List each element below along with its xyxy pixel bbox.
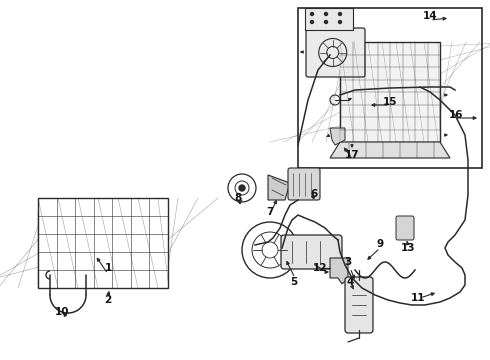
Text: 15: 15 [383,97,397,107]
Polygon shape [268,175,290,200]
Circle shape [339,13,342,15]
Circle shape [311,21,314,23]
Text: 1: 1 [104,263,112,273]
Text: 14: 14 [423,11,437,21]
Text: 6: 6 [310,189,318,199]
Text: 12: 12 [313,263,327,273]
Text: 11: 11 [411,293,425,303]
Polygon shape [330,142,450,158]
Text: 4: 4 [346,277,354,287]
Polygon shape [330,258,348,284]
Text: 17: 17 [344,150,359,160]
Polygon shape [330,128,345,145]
Circle shape [239,185,245,191]
Bar [298,8,482,168]
Text: 16: 16 [449,110,463,120]
Bar [38,198,168,288]
Text: 13: 13 [401,243,415,253]
FancyBboxPatch shape [288,168,320,200]
Text: 8: 8 [234,193,242,203]
Bar [305,8,353,30]
FancyBboxPatch shape [396,216,414,240]
Circle shape [311,13,314,15]
FancyBboxPatch shape [281,235,342,269]
Text: 7: 7 [266,207,274,217]
Circle shape [324,21,327,23]
Text: 5: 5 [291,277,297,287]
Bar [340,42,440,142]
Circle shape [339,21,342,23]
Text: 3: 3 [344,257,352,267]
Text: 2: 2 [104,295,112,305]
FancyBboxPatch shape [306,28,365,77]
Text: 10: 10 [55,307,69,317]
Text: 9: 9 [376,239,384,249]
FancyBboxPatch shape [345,277,373,333]
Circle shape [324,13,327,15]
